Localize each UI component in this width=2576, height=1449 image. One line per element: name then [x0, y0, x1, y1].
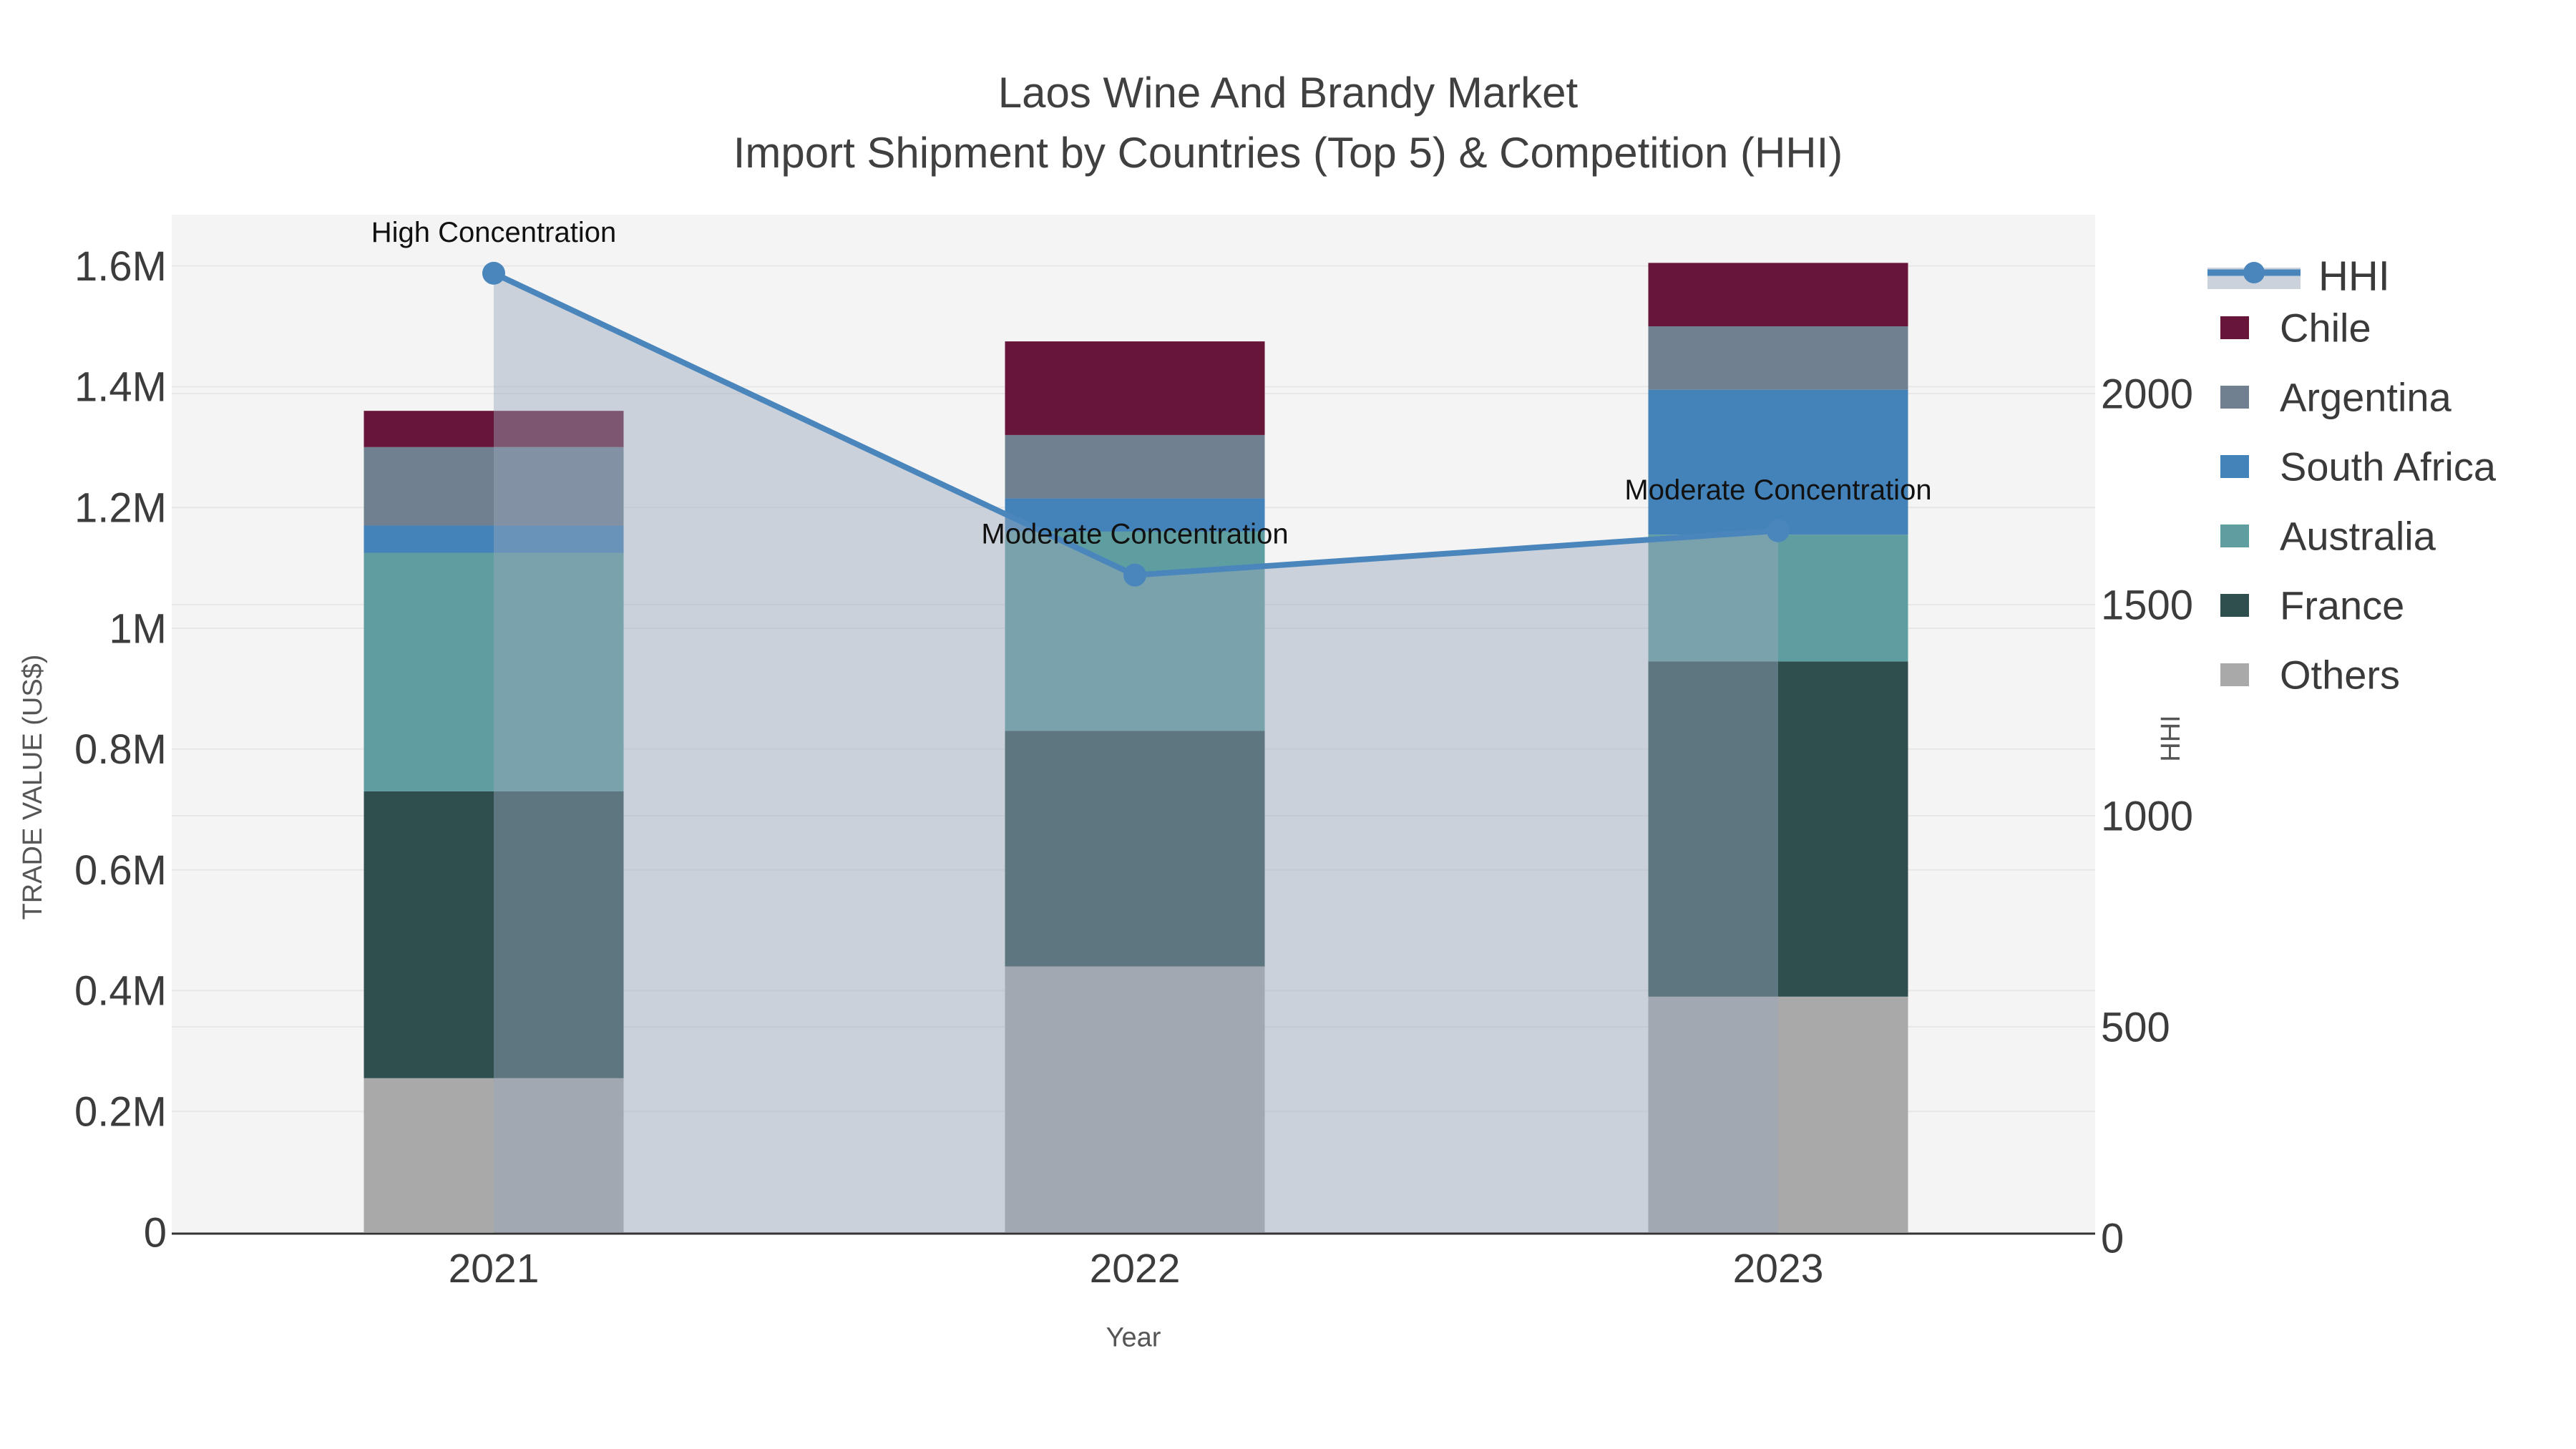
bar-segment-chile-2023 [1648, 263, 1908, 326]
y-axis-left-tick-label: 1.4M [74, 364, 167, 411]
x-axis-tick-label-2022: 2022 [1090, 1246, 1181, 1292]
hhi-marker-2021 [482, 261, 505, 285]
bar-segment-south-africa-2022 [1005, 498, 1265, 532]
chart-title: Laos Wine And Brandy Market [997, 69, 1579, 117]
y-axis-right-tick-label: 0 [2101, 1215, 2124, 1262]
bar-segment-argentina-2023 [1648, 326, 1908, 390]
legend-label-others: Others [2280, 653, 2400, 698]
y-axis-left-tick-label: 1.2M [74, 485, 167, 532]
legend-label-argentina: Argentina [2280, 375, 2452, 420]
hhi-marker-2022 [1123, 563, 1146, 587]
bar-segment-chile-2022 [1005, 341, 1265, 435]
legend-swatch-chile [2220, 316, 2249, 339]
x-axis-title: Year [1106, 1322, 1161, 1352]
bar-segment-france-2023 [1648, 661, 1908, 997]
bar-segment-others-2023 [1648, 996, 1908, 1232]
y-axis-left-tick-label: 1M [109, 605, 167, 652]
y-axis-left-tick-label: 1.6M [74, 243, 167, 290]
y-axis-left-tick-label: 0 [144, 1209, 167, 1256]
hhi-marker-2023 [1767, 519, 1790, 542]
chart-subtitle: Import Shipment by Countries (Top 5) & C… [733, 129, 1843, 177]
legend-swatch-south-africa [2220, 455, 2249, 478]
annotation-label-2021: High Concentration [371, 217, 616, 248]
x-axis-tick-label-2023: 2023 [1733, 1246, 1824, 1292]
bar-segment-south-africa-2021 [364, 525, 624, 553]
bar-segment-france-2022 [1005, 731, 1265, 967]
annotation-label-2022: Moderate Concentration [981, 519, 1288, 550]
y-axis-right-tick-label: 500 [2101, 1004, 2170, 1050]
bar-segment-australia-2021 [364, 552, 624, 791]
y-axis-left-tick-label: 0.4M [74, 968, 167, 1015]
y-axis-left-tick-label: 0.6M [74, 847, 167, 894]
legend-swatch-australia [2220, 525, 2249, 547]
bar-segment-argentina-2022 [1005, 434, 1265, 499]
bar-segment-australia-2023 [1648, 535, 1908, 662]
y-axis-right-tick-label: 2000 [2101, 371, 2193, 417]
legend-swatch-france [2220, 594, 2249, 617]
legend-label-france: France [2280, 583, 2404, 628]
annotation-label-2023: Moderate Concentration [1624, 474, 1931, 506]
legend-swatch-others [2220, 663, 2249, 686]
y-axis-right-tick-label: 1000 [2101, 793, 2193, 839]
bar-segment-france-2021 [364, 791, 624, 1078]
bar-segment-argentina-2021 [364, 447, 624, 526]
legend-label-chile: Chile [2280, 306, 2371, 351]
y-axis-right-title: HHI [2156, 715, 2186, 761]
x-axis-tick-label-2021: 2021 [449, 1246, 540, 1292]
legend-hhi-marker-sample [2243, 262, 2265, 283]
legend-label-south-africa: South Africa [2280, 444, 2497, 489]
legend-label-hhi: HHI [2318, 253, 2390, 299]
y-axis-left-tick-label: 0.8M [74, 726, 167, 773]
y-axis-right-tick-label: 1500 [2101, 582, 2193, 628]
bar-segment-south-africa-2023 [1648, 389, 1908, 535]
bar-segment-others-2022 [1005, 966, 1265, 1232]
bar-segment-others-2021 [364, 1078, 624, 1232]
y-axis-left-tick-label: 0.2M [74, 1089, 167, 1136]
hhi-area [494, 273, 1778, 1234]
bar-segment-chile-2021 [364, 411, 624, 447]
y-axis-left-title: TRADE VALUE (US$) [18, 655, 48, 920]
legend-label-australia: Australia [2280, 514, 2436, 559]
legend-swatch-argentina [2220, 386, 2249, 409]
